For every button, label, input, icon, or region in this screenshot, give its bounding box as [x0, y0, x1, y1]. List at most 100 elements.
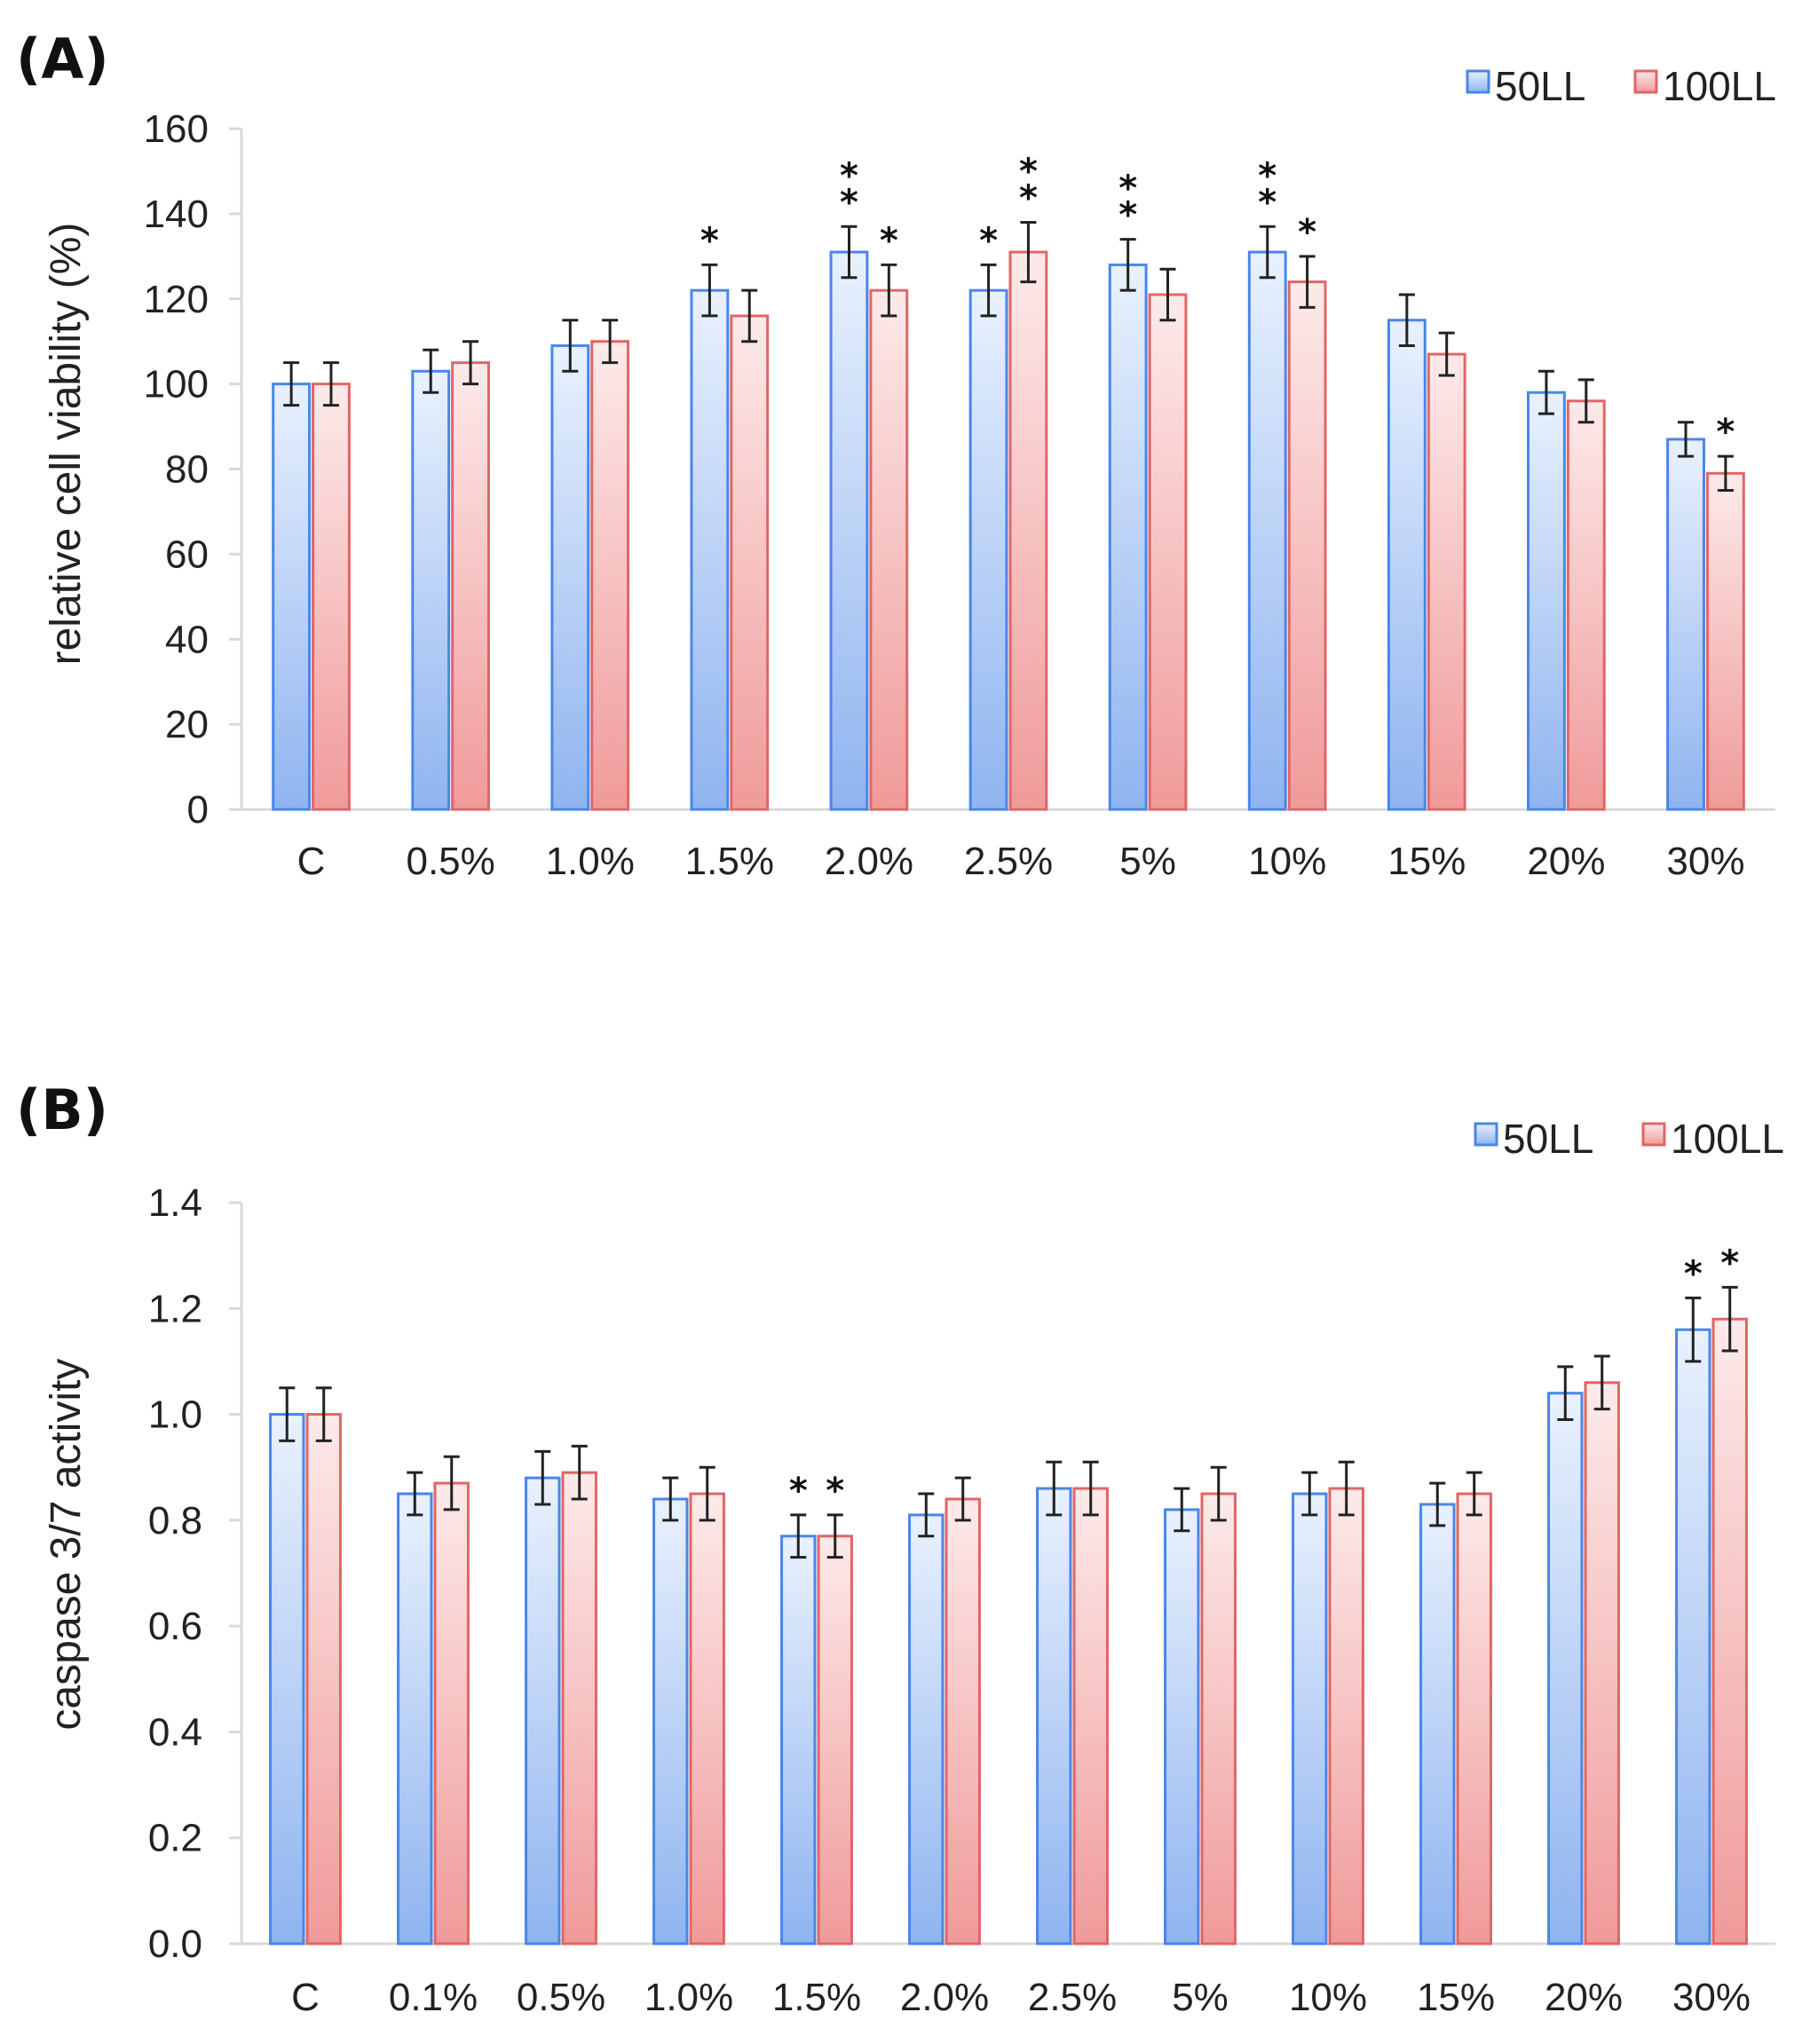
bar-b-100ll: [561, 1471, 597, 1945]
y-tick-label-b: 1.0: [148, 1393, 202, 1437]
legend-swatch-b-100ll: [1641, 1122, 1666, 1147]
x-category-label-b: 0.5%: [517, 1976, 605, 2019]
y-tick-label-a: 20: [165, 703, 209, 746]
significance-marker-b-50ll: *: [789, 1471, 808, 1511]
legend-label-a-50ll: 50LL: [1495, 63, 1585, 109]
significance-marker-a-100ll: *: [1716, 412, 1735, 453]
x-category-label-b: 5%: [1172, 1976, 1229, 2019]
plot-area-a: 0 20 40 60 80 100 120 140 160 C 0.5% 1.0% 1.5% * 2.0% *…: [144, 107, 1775, 883]
bar-a-100ll: [1427, 352, 1466, 811]
x-category-label-b: 20%: [1545, 1976, 1623, 2019]
y-tick-label-b: 0.0: [148, 1922, 202, 1966]
x-category-label-a: 30%: [1666, 840, 1744, 883]
chart-panel-a: (A) relative cell viability (%) 50LL 100…: [16, 27, 1776, 883]
y-tick-label-a: 100: [144, 363, 209, 406]
legend-swatch-b-50ll: [1474, 1122, 1498, 1147]
bar-b-50ll: [1675, 1328, 1711, 1945]
legend-swatch-a-50ll: [1466, 69, 1490, 94]
bar-b-100ll: [945, 1497, 981, 1945]
significance-marker-a-50ll: *: [840, 182, 858, 223]
bar-a-100ll: [312, 383, 351, 811]
legend-label-b-100ll: 100LL: [1671, 1116, 1784, 1162]
x-category-label-b: 0.1%: [389, 1976, 478, 2019]
bar-b-100ll: [1456, 1492, 1492, 1945]
significance-marker-a-100ll: *: [1019, 151, 1038, 192]
significance-marker-b-100ll: *: [1720, 1243, 1739, 1283]
bar-b-100ll: [1072, 1487, 1109, 1945]
y-tick-label-a: 60: [165, 533, 209, 576]
x-category-label-b: 1.0%: [644, 1976, 733, 2019]
bar-b-50ll: [397, 1492, 433, 1945]
x-category-label-b: C: [291, 1976, 320, 2019]
legend-swatch-a-100ll: [1633, 69, 1658, 94]
bar-b-100ll: [305, 1413, 342, 1945]
bar-b-50ll: [269, 1413, 305, 1945]
bar-a-100ll: [1148, 293, 1188, 811]
significance-marker-a-100ll: *: [880, 220, 898, 261]
bar-a-100ll: [590, 340, 630, 811]
panel-label-a: (A): [16, 27, 109, 91]
y-tick-label-b: 1.2: [148, 1287, 202, 1330]
panel-label-b: (B): [16, 1077, 108, 1142]
bar-a-100ll: [1705, 471, 1745, 811]
x-category-label-a: 2.0%: [825, 840, 913, 883]
bar-b-50ll: [1292, 1492, 1328, 1945]
significance-marker-a-50ll: *: [1258, 182, 1277, 223]
bar-b-100ll: [1200, 1492, 1237, 1945]
bar-b-100ll: [433, 1481, 470, 1945]
bar-b-100ll: [1584, 1381, 1620, 1945]
x-category-label-b: 15%: [1417, 1976, 1495, 2019]
y-tick-label-b: 1.4: [148, 1181, 202, 1225]
plot-area-b: 0.0 0.2 0.4 0.6 0.8 1.0 1.2 1.4 C 0.1% 0.5% 1.0% 1.5…: [148, 1181, 1775, 2019]
bar-b-50ll: [1419, 1503, 1456, 1945]
bar-a-50ll: [1666, 438, 1705, 811]
bar-a-100ll: [730, 314, 770, 811]
bar-a-50ll: [1387, 319, 1427, 811]
bar-a-50ll: [690, 288, 730, 811]
bar-b-50ll: [1547, 1392, 1584, 1945]
significance-marker-a-100ll: *: [1019, 178, 1038, 218]
bar-a-50ll: [968, 288, 1008, 811]
x-category-label-a: 15%: [1387, 840, 1466, 883]
bar-b-100ll: [817, 1535, 853, 1945]
significance-marker-a-50ll: *: [700, 220, 719, 261]
x-category-label-b: 2.5%: [1028, 1976, 1117, 2019]
bar-b-50ll: [908, 1513, 945, 1945]
bar-a-100ll: [1008, 250, 1048, 811]
legend-label-b-50ll: 50LL: [1503, 1116, 1593, 1162]
bar-b-50ll: [780, 1535, 817, 1945]
x-category-label-a: 1.0%: [546, 840, 635, 883]
y-tick-label-b: 0.6: [148, 1605, 202, 1648]
significance-marker-a-50ll: *: [1118, 195, 1137, 236]
x-category-label-a: 20%: [1527, 840, 1605, 883]
bar-a-50ll: [1247, 250, 1287, 811]
significance-marker-a-50ll: *: [840, 155, 858, 196]
y-tick-label-b: 0.8: [148, 1499, 202, 1543]
bar-b-50ll: [1164, 1508, 1200, 1945]
bar-b-100ll: [1711, 1317, 1748, 1945]
y-tick-label-a: 80: [165, 448, 209, 492]
x-category-label-a: 0.5%: [406, 840, 494, 883]
y-tick-label-a: 140: [144, 193, 209, 236]
x-category-label-a: 1.5%: [685, 840, 774, 883]
significance-marker-b-100ll: *: [826, 1471, 844, 1511]
significance-marker-b-50ll: *: [1684, 1253, 1703, 1294]
y-tick-label-b: 0.4: [148, 1710, 202, 1754]
bar-b-50ll: [652, 1497, 689, 1945]
x-category-label-a: C: [297, 840, 326, 883]
x-category-label-b: 1.5%: [772, 1976, 861, 2019]
y-axis-label-a: relative cell viability (%): [43, 223, 90, 666]
y-tick-label-a: 0: [187, 788, 209, 832]
x-category-label-b: 30%: [1672, 1976, 1751, 2019]
bar-a-100ll: [451, 361, 490, 811]
x-category-label-a: 5%: [1119, 840, 1176, 883]
bar-a-50ll: [550, 343, 590, 811]
legend-b: 50LL 100LL: [1474, 1116, 1784, 1162]
y-tick-label-a: 160: [144, 107, 209, 151]
legend-a: 50LL 100LL: [1466, 63, 1776, 109]
chart-panel-b: (B) caspase 3/7 activity 50LL 100LL 0.00…: [16, 1077, 1784, 2019]
bar-b-50ll: [1036, 1487, 1072, 1945]
significance-marker-a-50ll: *: [1118, 169, 1137, 209]
bar-b-100ll: [689, 1492, 725, 1945]
